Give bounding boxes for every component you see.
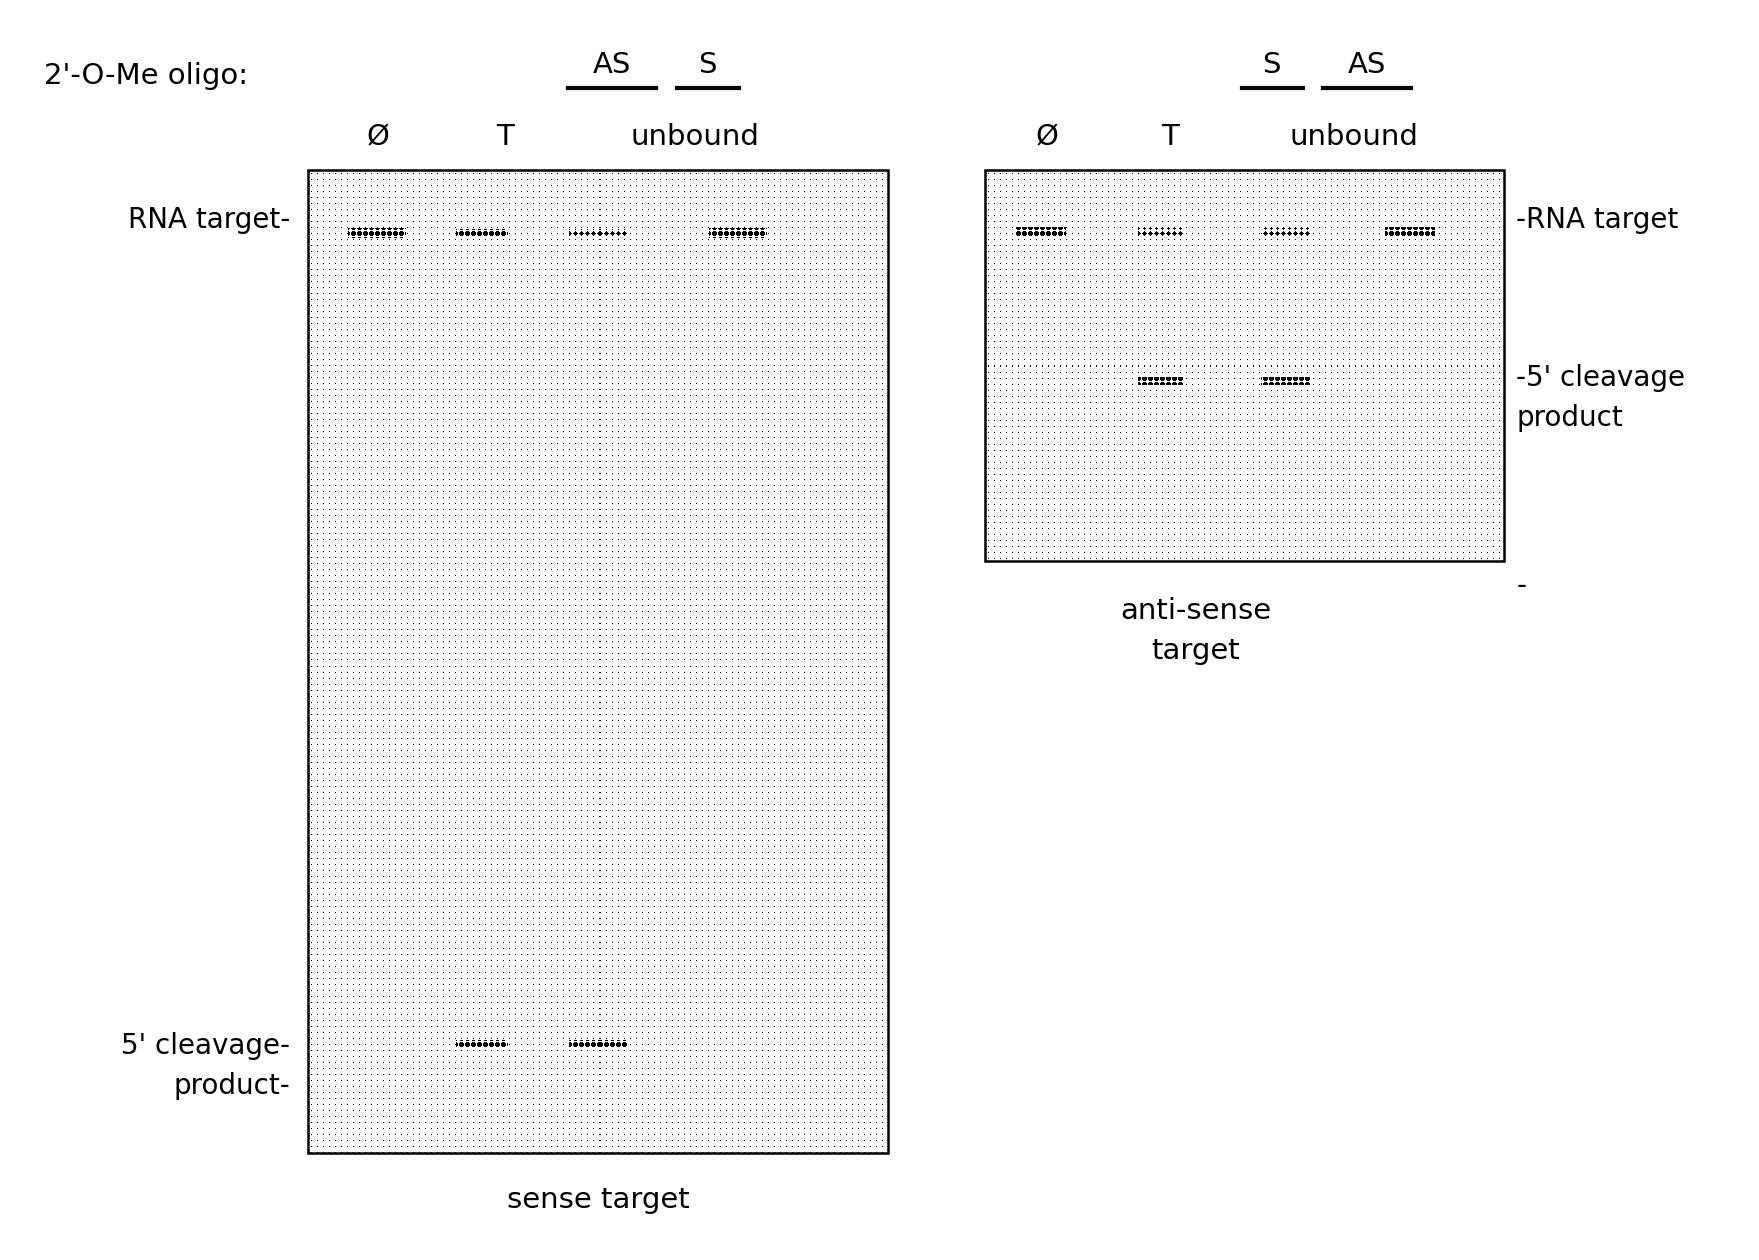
Text: anti-sense: anti-sense: [1120, 597, 1272, 625]
Text: RNA target-: RNA target-: [128, 207, 290, 234]
Text: -5' cleavage: -5' cleavage: [1516, 364, 1685, 392]
Text: T: T: [496, 123, 514, 151]
Text: unbound: unbound: [1289, 123, 1420, 151]
Text: Ø: Ø: [366, 123, 390, 151]
Text: product: product: [1516, 404, 1624, 432]
Text: AS: AS: [593, 52, 631, 79]
Text: product-: product-: [174, 1072, 290, 1100]
Text: T: T: [1161, 123, 1179, 151]
Text: -RNA target: -RNA target: [1516, 207, 1678, 234]
Text: sense target: sense target: [507, 1186, 690, 1213]
Bar: [308, 170, 888, 1153]
Text: AS: AS: [1347, 52, 1386, 79]
Text: target: target: [1152, 638, 1240, 665]
Text: S: S: [698, 52, 716, 79]
Text: -: -: [1516, 572, 1527, 600]
Text: 2'-O-Me oligo:: 2'-O-Me oligo:: [44, 62, 248, 89]
Text: Ø: Ø: [1034, 123, 1059, 151]
Text: S: S: [1263, 52, 1281, 79]
Text: unbound: unbound: [630, 123, 760, 151]
Bar: [985, 170, 1504, 561]
Text: 5' cleavage-: 5' cleavage-: [121, 1032, 290, 1060]
